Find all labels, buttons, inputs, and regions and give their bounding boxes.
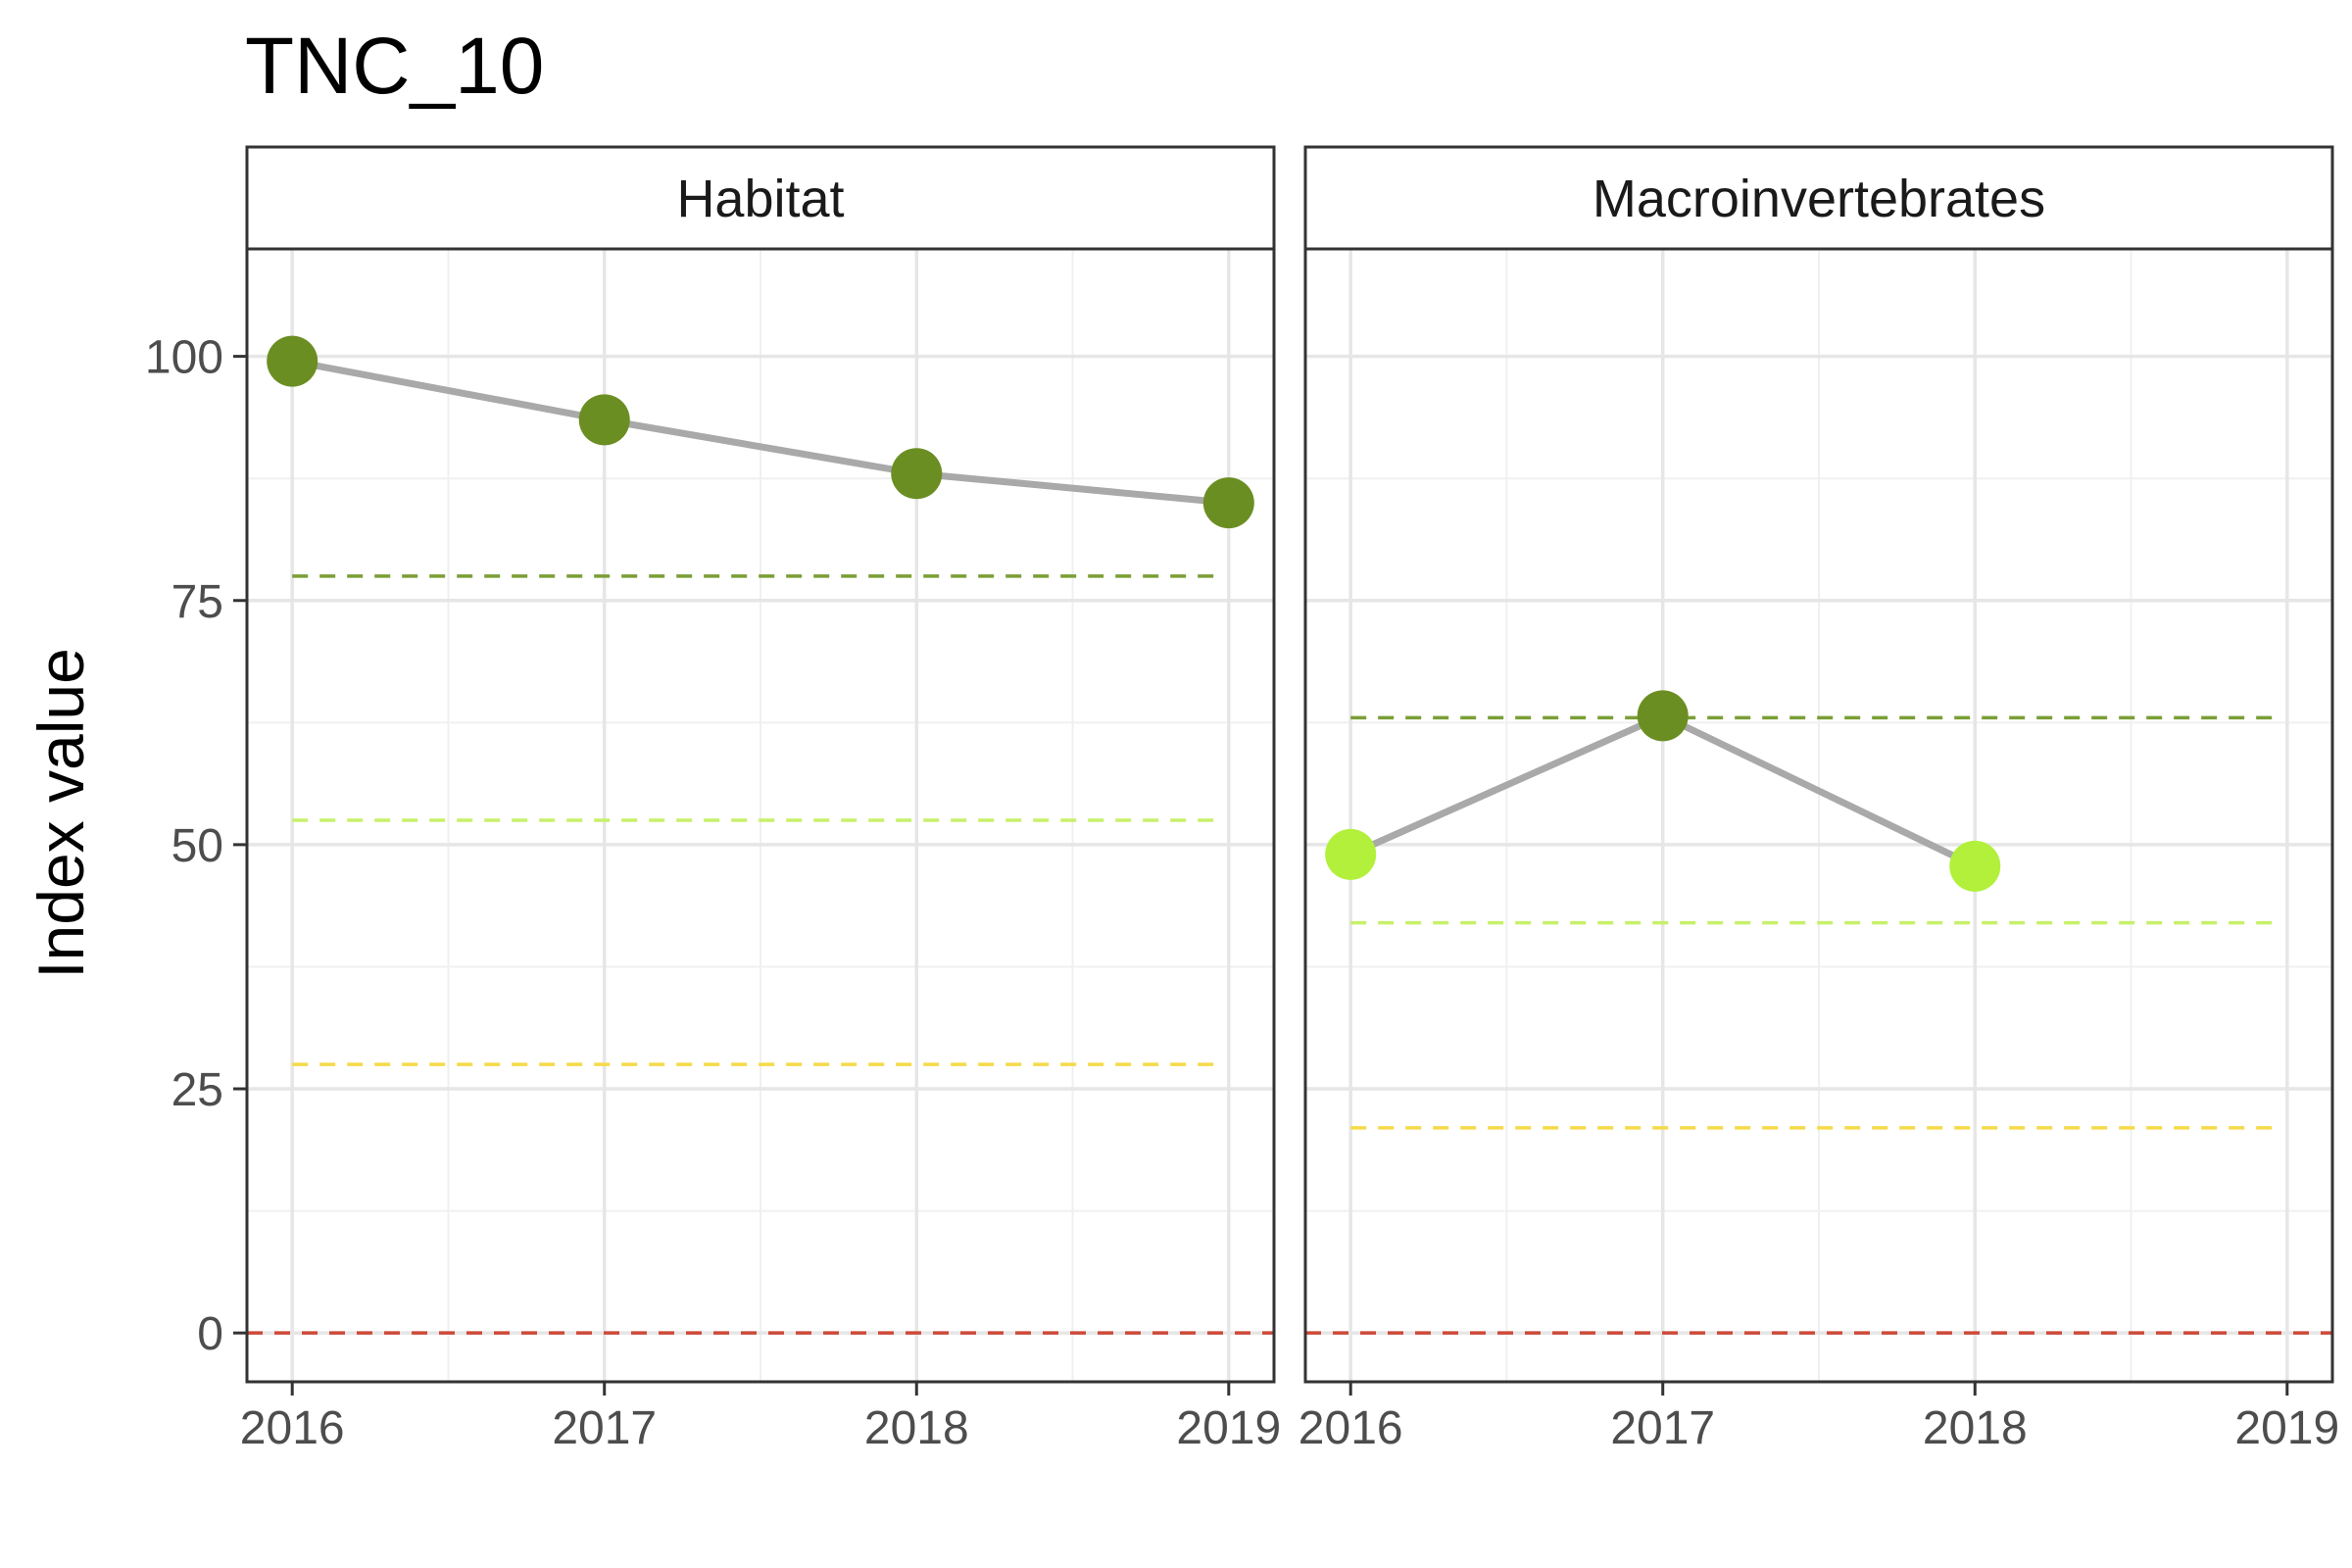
y-tick-label-75: 75 <box>172 576 223 628</box>
y-tick-label-100: 100 <box>145 332 223 384</box>
y-tick-label-25: 25 <box>172 1064 223 1116</box>
strip-box <box>1303 145 2334 251</box>
chart-title: TNC_10 <box>245 22 544 111</box>
x-tick-label-2016: 2016 <box>240 1402 345 1454</box>
y-tick-label-50: 50 <box>172 820 223 872</box>
strip-label: Habitat <box>676 170 844 228</box>
panel-habitat: Habitat 2016 2017 2018 2019 <box>240 145 1281 1454</box>
x-tick-label-2019: 2019 <box>2234 1402 2339 1454</box>
data-point-2019 <box>1202 477 1254 529</box>
strip-box <box>245 145 1276 251</box>
strip-label: Macroinvertebrates <box>1592 170 2045 228</box>
data-point-2016 <box>1325 828 1377 880</box>
data-point-2017 <box>1637 690 1689 742</box>
x-tick-label-2019: 2019 <box>1176 1402 1281 1454</box>
series-line <box>288 358 1233 507</box>
data-point-2018 <box>1949 840 2001 892</box>
data-point-2017 <box>578 394 630 446</box>
data-point-2018 <box>891 448 943 500</box>
x-tick-label-2017: 2017 <box>552 1402 657 1454</box>
panel-macroinvertebrates: Macroinvertebrates 2016 2017 2018 2019 <box>1298 145 2339 1454</box>
x-tick-label-2018: 2018 <box>1923 1402 2028 1454</box>
y-axis-title: Index value <box>24 648 97 979</box>
data-point-2016 <box>267 335 318 387</box>
x-tick-label-2017: 2017 <box>1610 1402 1715 1454</box>
x-tick-label-2016: 2016 <box>1298 1402 1403 1454</box>
x-tick-label-2018: 2018 <box>864 1402 969 1454</box>
y-tick-label-0: 0 <box>197 1308 223 1360</box>
